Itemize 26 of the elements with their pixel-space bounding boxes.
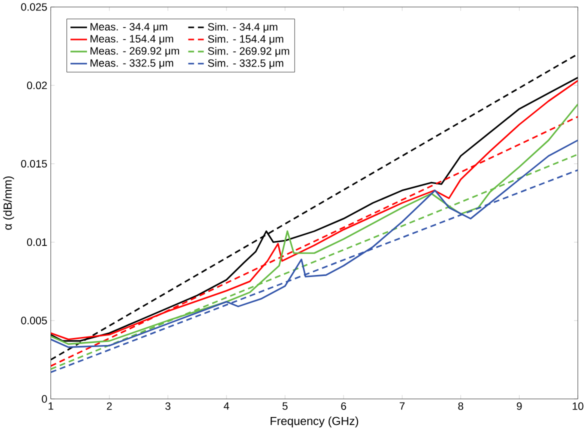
y-tick-label: 0 bbox=[42, 395, 47, 403]
y-tick-label: 0.025 bbox=[21, 3, 47, 11]
x-tick-label: 9 bbox=[516, 402, 522, 410]
x-tick-label: 7 bbox=[400, 402, 405, 410]
x-tick-label: 8 bbox=[458, 402, 464, 410]
x-tick-label: 6 bbox=[341, 402, 346, 410]
x-tick-label: 1 bbox=[48, 402, 54, 410]
y-axis-title: α (dB/mm) bbox=[3, 176, 14, 230]
legend-label: Sim. - 34.4 μm bbox=[208, 23, 278, 33]
x-tick-label: 2 bbox=[106, 402, 112, 410]
y-tick-label: 0.01 bbox=[27, 238, 47, 246]
legend-label: Sim. - 154.4 μm bbox=[208, 35, 284, 45]
x-tick-label: 10 bbox=[572, 402, 584, 410]
y-tick-label: 0.015 bbox=[21, 160, 47, 168]
x-tick-label: 5 bbox=[282, 402, 288, 410]
legend-label: Sim. - 269.92 μm bbox=[208, 47, 290, 57]
legend-label: Meas. - 332.5 μm bbox=[90, 59, 174, 69]
y-tick-label: 0.005 bbox=[21, 316, 47, 325]
x-tick-label: 4 bbox=[224, 402, 230, 410]
legend-label: Meas. - 269.92 μm bbox=[90, 47, 180, 57]
y-tick-label: 0.02 bbox=[27, 82, 47, 90]
x-axis-title: Frequency (GHz) bbox=[270, 416, 358, 428]
legend-label: Meas. - 154.4 μm bbox=[90, 35, 174, 45]
x-tick-label: 3 bbox=[165, 402, 170, 410]
legend-label: Sim. - 332.5 μm bbox=[208, 59, 284, 70]
legend-label: Meas. - 34.4 μm bbox=[90, 23, 168, 33]
